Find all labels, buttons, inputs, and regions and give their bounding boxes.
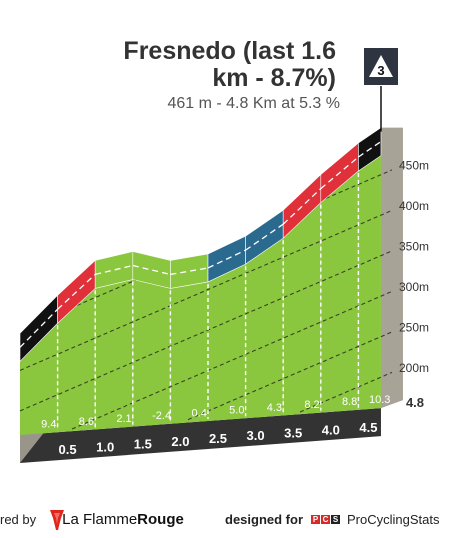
flamme-rouge-logo-icon (50, 510, 64, 530)
band-centre-dash (207, 249, 246, 269)
profile-fill-segment (320, 142, 359, 413)
chart-title-line-1: Fresnedo (last 1.6 (123, 37, 336, 65)
elevation-profile-chart: 9.4 8.6 2.1 -2.4 0.4 5.0 4.3 8.2 8.8 10.3 0.5 1.0 1.… (19, 48, 429, 463)
x-tick-label: 3.5 (284, 425, 302, 440)
band-centre-dash (132, 264, 171, 276)
band-centre-dash (320, 156, 359, 190)
segment-gradient-label: 9.4 (41, 419, 56, 431)
segment-gradient-label: 8.2 (304, 399, 319, 411)
profile-top-band-layer (19, 127, 382, 363)
band-centre-dash (245, 223, 284, 251)
pcs-name-text: ProCyclingStats (347, 512, 440, 527)
y-tick-label: 350m (399, 240, 429, 254)
x-tick-label: 1.0 (96, 439, 114, 454)
band-centre-dash (282, 188, 322, 225)
profile-fill-segment (95, 251, 133, 430)
profile-fill-segment (132, 251, 171, 427)
category-badge-layer: 3 (364, 48, 398, 132)
profile-fill-segment (245, 210, 284, 419)
gridline-300 (71, 290, 393, 430)
chart-subtitle: 461 m - 4.8 Km at 5.3 % (167, 95, 340, 112)
band-centre-dash (95, 264, 133, 276)
y-tick-label: 400m (399, 199, 429, 213)
designed-for-credit: designed for P C S ProCyclingStats (225, 512, 440, 527)
band-centre-dash (170, 267, 209, 276)
band-centre-dash (57, 273, 96, 310)
powered-by-credit: red by La FlammeRouge (0, 510, 184, 530)
x-tick-label: 2.5 (209, 431, 227, 446)
segment-gradient-label: 5.0 (229, 405, 244, 417)
segment-gradient-label: 8.6 (79, 416, 94, 428)
x-tick-label: 4.5 (359, 420, 377, 435)
designed-for-text: designed for (225, 512, 304, 527)
pcs-letter-s: S (331, 515, 341, 524)
profile-fill-segment (358, 127, 381, 410)
segment-gradient-label: 8.8 (342, 396, 357, 408)
mountain-icon (369, 55, 393, 77)
distance-base-strip (20, 408, 381, 463)
x-tick-label: 3.0 (247, 428, 265, 443)
chart-title: Fresnedo (last 1.6 km - 8.7%) (100, 38, 336, 92)
gridline-200 (299, 371, 393, 413)
brand-plain-text: La Flamme (62, 511, 138, 528)
tick-labels-layer: 9.4 8.6 2.1 -2.4 0.4 5.0 4.3 8.2 8.8 10.3 0.5 1.0 1.… (41, 159, 429, 458)
pcs-letter-p: P (311, 515, 321, 524)
y-tick-label: 200m (399, 361, 429, 375)
pcs-letter-c: C (321, 515, 331, 524)
x-tick-label: 1.5 (134, 437, 152, 452)
profile-fill-segment (170, 253, 208, 424)
gridline-350 (19, 250, 393, 412)
pcs-logo-icon: P C S (311, 515, 341, 524)
x-tick-label: 2.0 (171, 434, 189, 449)
category-badge-text: 3 (377, 63, 384, 78)
segment-gradient-label: 10.3 (369, 394, 390, 406)
gridline-400 (19, 209, 393, 371)
y-tick-label: 250m (399, 321, 429, 335)
x-tick-label: 4.0 (322, 423, 340, 438)
profile-fill-segment (283, 174, 321, 416)
segment-gradient-label: 4.3 (267, 402, 282, 414)
profile-fill-segment (208, 236, 246, 421)
band-centre-dash (19, 308, 59, 348)
segment-gradient-label: 2.1 (116, 413, 131, 425)
y-tick-label: 450m (399, 159, 429, 173)
segment-gradient-label: -2.4 (152, 410, 171, 422)
profile-right-end-face (380, 127, 403, 409)
powered-by-text: red by (0, 512, 37, 527)
band-centre-dash (358, 141, 382, 158)
y-tick-label: 300m (399, 280, 429, 294)
gridline-250 (187, 331, 393, 421)
brand-bold-text: Rouge (137, 511, 184, 528)
segment-gradient-label: 0.4 (192, 407, 207, 419)
chart-title-line-2: km - 8.7%) (212, 64, 336, 92)
x-tick-label: 0.5 (59, 442, 77, 457)
flamme-rouge-brand: La FlammeRouge (62, 511, 184, 528)
x-end-label: 4.8 (406, 395, 424, 410)
